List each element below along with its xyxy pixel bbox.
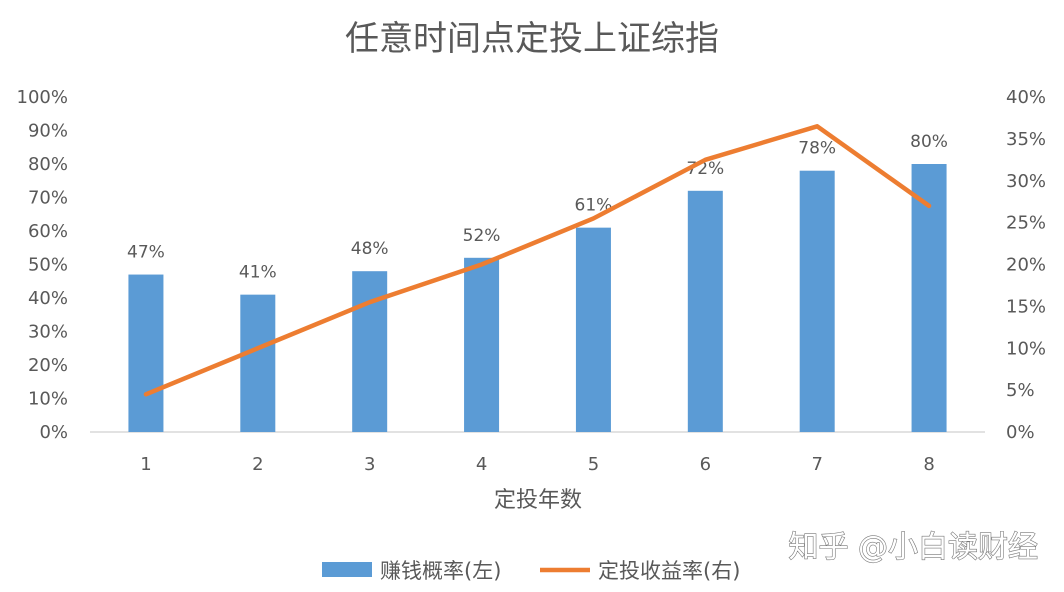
right-y-tick-label: 40% [1006,87,1046,108]
bar-series [128,164,947,432]
right-y-tick-label: 35% [1006,129,1046,150]
x-tick-label: 2 [252,454,263,475]
right-y-tick-label: 30% [1006,171,1046,192]
right-y-axis: 0% 5% 10% 15% 20% 25% 30% 35% 40% [1006,87,1046,443]
line-series [143,124,932,397]
right-y-tick-label: 20% [1006,255,1046,276]
x-tick-label: 4 [476,454,487,475]
bar-data-label: 47% [127,243,165,263]
legend: 赚钱概率(左) 定投收益率(右) [322,559,740,583]
left-y-tick-label: 40% [28,288,68,309]
left-y-axis: 0% 10% 20% 30% 40% 50% 60% 70% 80% 90% 100% [17,87,68,443]
x-tick-label: 1 [140,454,151,475]
x-tick-label: 6 [700,454,711,475]
line-path [143,124,932,397]
left-y-tick-label: 10% [28,389,68,410]
left-y-tick-label: 90% [28,121,68,142]
bar-data-label: 52% [463,226,501,246]
left-y-tick-label: 60% [28,221,68,242]
right-y-tick-label: 5% [1006,380,1035,401]
bar [352,271,388,432]
right-y-tick-label: 10% [1006,338,1046,359]
bar [799,170,835,432]
left-y-tick-label: 0% [39,422,68,443]
x-axis-label: 定投年数 [494,488,582,513]
bar [687,190,723,432]
legend-bar-label: 赚钱概率(左) [380,559,501,583]
chart-title: 任意时间点定投上证综指 [345,19,719,59]
bar-data-label: 48% [351,239,389,259]
left-y-tick-label: 80% [28,154,68,175]
right-y-tick-label: 25% [1006,213,1046,234]
legend-bar-swatch [322,562,372,577]
x-axis: 1 2 3 4 5 6 7 8 [140,454,935,475]
right-y-tick-label: 15% [1006,296,1046,317]
bar [575,227,611,432]
x-tick-label: 8 [923,454,934,475]
bar [128,274,164,432]
bar [911,164,947,432]
left-y-tick-label: 50% [28,255,68,276]
bar-data-label: 80% [910,132,948,152]
bar-data-label: 78% [798,139,836,159]
bar [464,257,500,432]
bar [240,294,276,432]
watermark: 知乎 @小白读财经 [788,530,1038,565]
bar-data-label: 61% [575,196,613,216]
right-y-tick-label: 0% [1006,422,1035,443]
x-tick-label: 3 [364,454,375,475]
legend-line-label: 定投收益率(右) [598,559,740,583]
left-y-tick-label: 30% [28,322,68,343]
left-y-tick-label: 100% [17,87,68,108]
x-tick-label: 7 [811,454,822,475]
bar-data-label: 41% [239,263,277,283]
left-y-tick-label: 20% [28,355,68,376]
x-tick-label: 5 [588,454,599,475]
left-y-tick-label: 70% [28,188,68,209]
